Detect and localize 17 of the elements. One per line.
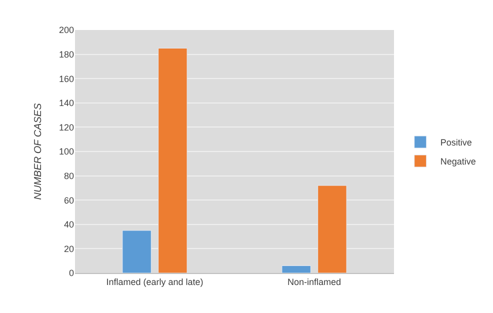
x-tick-label: Non-inflamed <box>287 276 342 287</box>
y-tick-label: 120 <box>58 122 74 132</box>
y-tick-label: 160 <box>58 74 74 84</box>
y-tick-label: 40 <box>64 220 74 230</box>
legend-label: Positive <box>440 138 472 148</box>
y-tick-label: 100 <box>58 146 74 157</box>
bar <box>282 265 311 273</box>
x-tick-label: Inflamed (early and late) <box>106 276 204 287</box>
y-tick-label: 140 <box>58 98 74 108</box>
y-tick-label: 180 <box>58 49 74 60</box>
y-axis-title: NUMBER OF CASES <box>32 102 44 200</box>
y-tick-label: 20 <box>64 244 74 254</box>
y-tick-label: 0 <box>68 268 74 278</box>
y-tick-label: 200 <box>58 25 74 36</box>
y-tick-label: 80 <box>64 170 74 181</box>
legend-label: Negative <box>440 156 476 167</box>
y-tick-label: 60 <box>64 195 74 206</box>
